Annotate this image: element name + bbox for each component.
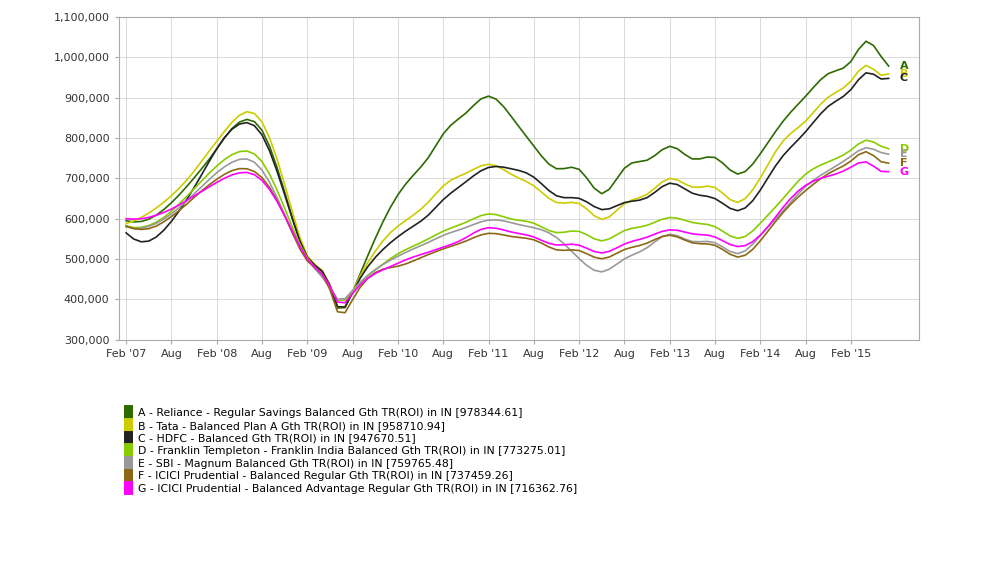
Text: E: E	[900, 149, 908, 159]
Text: D: D	[900, 144, 909, 154]
Text: A: A	[900, 61, 909, 71]
Legend: A - Reliance - Regular Savings Balanced Gth TR(ROI) in IN [978344.61], B - Tata : A - Reliance - Regular Savings Balanced …	[124, 408, 577, 494]
Text: B: B	[900, 69, 908, 79]
Text: G: G	[900, 167, 909, 177]
Text: C: C	[900, 74, 908, 83]
Text: F: F	[900, 158, 907, 168]
